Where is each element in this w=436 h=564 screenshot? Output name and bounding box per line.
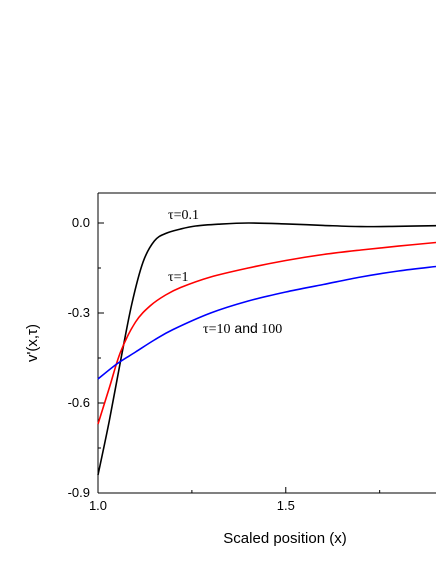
annotation-layer: τ=0.1 τ=1 τ=10 and 100 [168,208,282,337]
annotation-tau-10: τ=10 [203,322,231,337]
annotation-tau-10-100: τ=10 and 100 [203,320,282,337]
series-line-tau-1 [97,241,436,425]
y-tick-label: -0.3 [68,305,90,320]
x-axis-title: Scaled position (x) [223,530,346,547]
ticks: 0.0 -0.3 -0.6 -0.91.0 1.5 [68,215,381,513]
x-tick-label: 1.5 [277,498,295,513]
y-tick-label: 0.0 [72,215,90,230]
series-line-tau-0-1 [97,222,436,476]
y-axis-title: v'(x,τ) [24,324,41,362]
y-tick-label: -0.6 [68,395,90,410]
annotation-tau-0-1: τ=0.1 [168,208,199,223]
annotation-100: 100 [258,322,283,337]
x-tick-label: 1.0 [89,498,107,513]
series-layer [97,222,436,476]
series-line-tau-10-100 [97,265,436,380]
y-tick-label: -0.9 [68,485,90,500]
annotation-tau-1: τ=1 [168,270,189,285]
annotation-and-word: and [231,320,258,336]
